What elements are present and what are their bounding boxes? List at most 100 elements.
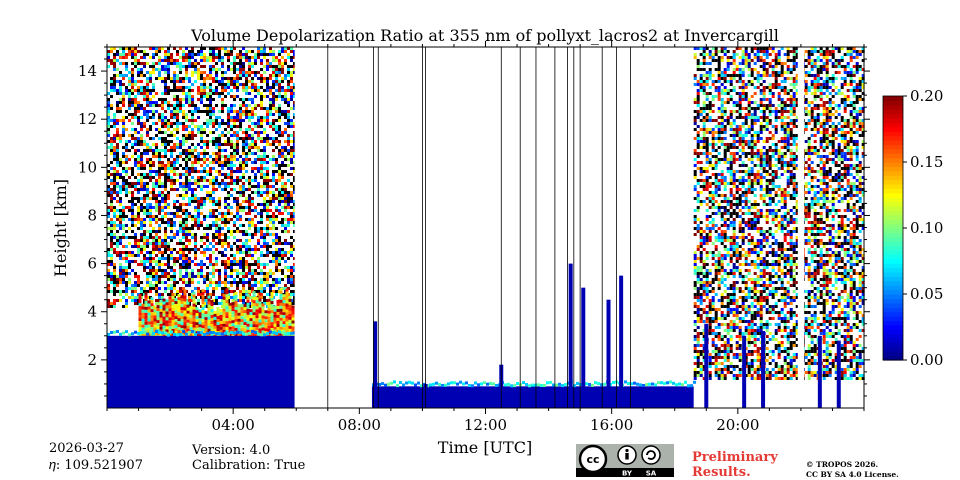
colorbar-band bbox=[883, 316, 903, 321]
colorbar-band bbox=[883, 355, 903, 361]
colorbar-band bbox=[883, 214, 903, 220]
colorbar-band bbox=[883, 131, 903, 137]
signal-column-10 bbox=[817, 335, 822, 408]
colorbar-band bbox=[883, 329, 903, 335]
axes: 04:00 08:00 12:00 16:00 20:00 2 4 6 8 10 12 14 bbox=[78, 41, 870, 434]
colorbar-band bbox=[883, 140, 903, 145]
x-axis-label: Time [UTC] bbox=[438, 438, 532, 457]
colorbar-band bbox=[883, 302, 903, 308]
footer-date: 2026-03-27 bbox=[49, 441, 124, 456]
cc-license-badge: cc BY SA bbox=[576, 444, 674, 477]
x-tick-label: 20:00 bbox=[716, 416, 759, 434]
colorbar-band bbox=[883, 122, 903, 128]
colorbar-band bbox=[883, 333, 903, 339]
no-data-gap-1 bbox=[797, 47, 805, 408]
y-tick-label: 12 bbox=[78, 110, 97, 128]
colorbar-band bbox=[883, 135, 903, 141]
y-tick-label: 6 bbox=[87, 255, 97, 273]
signal-column-7 bbox=[704, 323, 709, 408]
y-tick-label: 4 bbox=[87, 303, 97, 321]
aerosol-layer-midday bbox=[371, 386, 694, 408]
colorbar-band bbox=[883, 276, 903, 282]
colorbar-band bbox=[883, 254, 903, 260]
colorbar-band bbox=[883, 100, 903, 106]
footer-version: Version: 4.0 bbox=[192, 443, 271, 458]
copyright-text: © TROPOS 2026. bbox=[806, 460, 879, 469]
no-data-gap-0 bbox=[294, 47, 322, 408]
colorbar-band bbox=[883, 342, 903, 348]
colorbar-band bbox=[883, 201, 903, 207]
colorbar-band bbox=[883, 144, 903, 150]
colorbar-band bbox=[883, 289, 903, 295]
colorbar-band bbox=[883, 250, 903, 255]
signal-column-9 bbox=[761, 330, 766, 408]
y-tick-label: 2 bbox=[87, 351, 97, 369]
chart-title: Volume Depolarization Ratio at 355 nm of… bbox=[190, 26, 779, 45]
colorbar-band bbox=[883, 241, 903, 247]
colorbar-band bbox=[883, 236, 903, 242]
y-tick-label: 10 bbox=[78, 158, 97, 176]
aerosol-layer-morning bbox=[107, 335, 295, 408]
colorbar-band bbox=[883, 166, 903, 172]
colorbar-band bbox=[883, 219, 903, 225]
colorbar-tick-label: 0.15 bbox=[910, 153, 943, 171]
colorbar-band bbox=[883, 263, 903, 269]
signal-column-8 bbox=[742, 335, 747, 408]
colorbar-tick-label: 0.10 bbox=[910, 219, 943, 237]
colorbar-band bbox=[883, 338, 903, 343]
colorbar-band bbox=[883, 223, 903, 229]
colorbar-band bbox=[883, 118, 903, 123]
colorbar-band bbox=[883, 298, 903, 304]
colorbar-band bbox=[883, 307, 903, 313]
colorbar-band bbox=[883, 346, 903, 352]
y-axis-label: Height [km] bbox=[51, 179, 70, 277]
footer-eta: 𝜂: 109.521907 bbox=[49, 458, 143, 473]
preliminary-line2: Results. bbox=[692, 465, 751, 480]
colorbar-band bbox=[883, 311, 903, 317]
sa-share-icon bbox=[641, 445, 661, 465]
colorbar-band bbox=[883, 192, 903, 198]
colorbar: 0.00 0.05 0.10 0.15 0.20 bbox=[882, 87, 943, 369]
cc-by-label: BY bbox=[622, 470, 633, 478]
license-text: CC BY SA 4.0 License. bbox=[806, 470, 899, 479]
colorbar-band bbox=[883, 184, 903, 189]
colorbar-band bbox=[883, 162, 903, 167]
colorbar-band bbox=[883, 272, 903, 277]
colorbar-band bbox=[883, 104, 903, 110]
colorbar-band bbox=[883, 206, 903, 211]
y-tick-label: 8 bbox=[87, 206, 97, 224]
x-tick-label: 16:00 bbox=[590, 416, 633, 434]
night-noise-late bbox=[693, 47, 865, 380]
colorbar-tick-label: 0.05 bbox=[910, 285, 943, 303]
colorbar-band bbox=[883, 285, 903, 291]
colorbar-band bbox=[883, 153, 903, 159]
signal-column-11 bbox=[836, 340, 841, 408]
colorbar-band bbox=[883, 179, 903, 185]
colorbar-band bbox=[883, 148, 903, 154]
colorbar-band bbox=[883, 294, 903, 299]
colorbar-band bbox=[883, 280, 903, 286]
colorbar-band bbox=[883, 96, 903, 101]
colorbar-band bbox=[883, 232, 903, 238]
colorbar-band bbox=[883, 175, 903, 181]
x-tick-label: 08:00 bbox=[338, 416, 381, 434]
colorbar-band bbox=[883, 228, 903, 233]
colorbar-band bbox=[883, 324, 903, 330]
cc-mark: cc bbox=[586, 453, 599, 466]
y-tick-label: 14 bbox=[78, 62, 97, 80]
signal-column-3 bbox=[568, 263, 573, 408]
colorbar-band bbox=[883, 188, 903, 194]
colorbar-band bbox=[883, 267, 903, 273]
colorbar-band bbox=[883, 245, 903, 251]
footer-calibration: Calibration: True bbox=[192, 458, 306, 473]
aerosol-layer-morning-edge bbox=[107, 329, 296, 337]
colorbar-band bbox=[883, 210, 903, 216]
colorbar-band bbox=[883, 113, 903, 119]
colorbar-band bbox=[883, 197, 903, 203]
colorbar-band bbox=[883, 109, 903, 115]
x-tick-label: 04:00 bbox=[212, 416, 255, 434]
x-tick-label: 12:00 bbox=[464, 416, 507, 434]
colorbar-tick-label: 0.20 bbox=[910, 87, 943, 105]
colorbar-band bbox=[883, 351, 903, 357]
